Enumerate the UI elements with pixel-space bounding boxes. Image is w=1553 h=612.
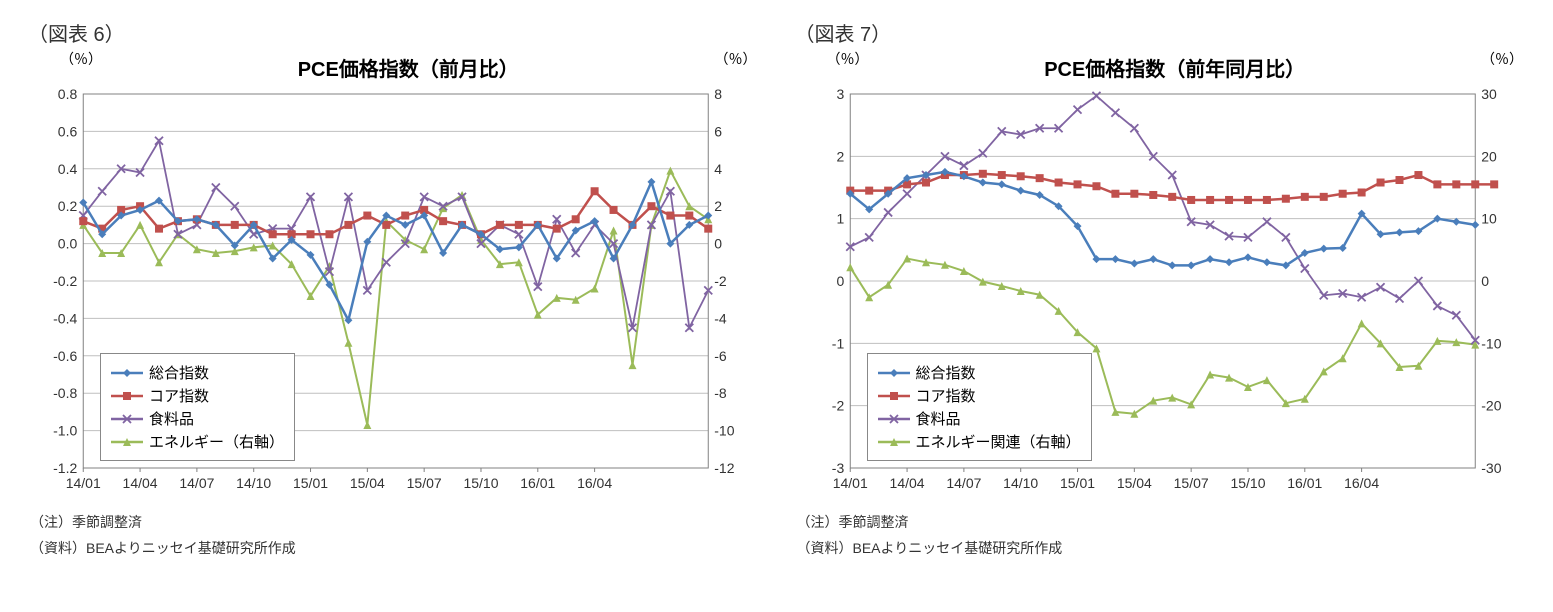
svg-text:-6: -6 — [714, 348, 727, 364]
svg-text:14/07: 14/07 — [946, 475, 981, 491]
note1-right: （注）季節調整済 — [787, 512, 1534, 532]
legend-right: 総合指数コア指数食料品エネルギー関連（右軸） — [867, 353, 1092, 461]
svg-text:10: 10 — [1481, 211, 1497, 227]
svg-text:16/01: 16/01 — [520, 475, 555, 491]
svg-text:-12: -12 — [714, 460, 734, 476]
note1-left: （注）季節調整済 — [20, 512, 767, 532]
svg-text:-1: -1 — [831, 335, 844, 351]
svg-text:-0.8: -0.8 — [53, 385, 77, 401]
svg-text:-20: -20 — [1481, 398, 1501, 414]
y-left-unit-left: （％） — [20, 49, 102, 86]
svg-text:14/10: 14/10 — [1003, 475, 1038, 491]
svg-text:15/07: 15/07 — [407, 475, 442, 491]
legend-item: エネルギー（右軸） — [111, 431, 284, 452]
svg-text:-1.2: -1.2 — [53, 460, 77, 476]
svg-text:0: 0 — [714, 236, 722, 252]
svg-text:-4: -4 — [714, 310, 727, 326]
svg-text:16/04: 16/04 — [1344, 475, 1379, 491]
svg-text:15/04: 15/04 — [350, 475, 385, 491]
svg-text:15/01: 15/01 — [1059, 475, 1094, 491]
y-right-unit-left: （％） — [715, 49, 767, 86]
svg-text:-30: -30 — [1481, 460, 1501, 476]
figure-label-right: （図表 7） — [795, 18, 1534, 47]
svg-text:15/07: 15/07 — [1173, 475, 1208, 491]
svg-text:15/04: 15/04 — [1116, 475, 1151, 491]
legend-item: コア指数 — [111, 385, 284, 406]
chart-left: -1.2 -1.0 -0.8 -0.6 -0.4 -0.2 0.0 0.2 0.4 0.6 0.8 -… — [20, 86, 767, 506]
svg-text:16/04: 16/04 — [577, 475, 612, 491]
svg-text:0.4: 0.4 — [58, 161, 78, 177]
svg-text:8: 8 — [714, 86, 722, 102]
svg-text:1: 1 — [836, 211, 844, 227]
svg-text:15/10: 15/10 — [463, 475, 498, 491]
legend-left: 総合指数コア指数食料品エネルギー（右軸） — [100, 353, 295, 461]
svg-text:-3: -3 — [831, 460, 844, 476]
legend-item: コア指数 — [878, 385, 1081, 406]
y-left-unit-right: （％） — [787, 49, 869, 86]
svg-text:-0.2: -0.2 — [53, 273, 77, 289]
svg-text:16/01: 16/01 — [1287, 475, 1322, 491]
svg-text:2: 2 — [836, 148, 844, 164]
chart-title-right: PCE価格指数（前年同月比） — [869, 53, 1482, 82]
svg-text:4: 4 — [714, 161, 722, 177]
svg-text:30: 30 — [1481, 86, 1497, 102]
note2-right: （資料）BEAよりニッセイ基礎研究所作成 — [787, 538, 1534, 558]
svg-text:-0.4: -0.4 — [53, 310, 77, 326]
svg-text:-10: -10 — [1481, 335, 1501, 351]
svg-text:2: 2 — [714, 198, 722, 214]
svg-text:0.0: 0.0 — [58, 236, 78, 252]
svg-text:-2: -2 — [831, 398, 844, 414]
svg-text:20: 20 — [1481, 148, 1497, 164]
chart-right: -3-2-10123-30-20-10010203014/0114/0414/0… — [787, 86, 1534, 506]
right-panel: （図表 7） （％） PCE価格指数（前年同月比） （％） -3-2-10123… — [787, 10, 1534, 558]
legend-item: 総合指数 — [111, 362, 284, 383]
svg-text:14/01: 14/01 — [66, 475, 101, 491]
svg-text:6: 6 — [714, 123, 722, 139]
chart-title-left: PCE価格指数（前月比） — [102, 53, 715, 82]
svg-text:0.6: 0.6 — [58, 123, 78, 139]
svg-text:14/07: 14/07 — [179, 475, 214, 491]
left-panel: （図表 6） （％） PCE価格指数（前月比） （％） -1.2 -1.0 -0.8… — [20, 10, 767, 558]
svg-text:-10: -10 — [714, 423, 734, 439]
y-right-unit-right: （％） — [1481, 49, 1533, 86]
svg-text:14/01: 14/01 — [832, 475, 867, 491]
legend-item: エネルギー関連（右軸） — [878, 431, 1081, 452]
svg-text:0: 0 — [836, 273, 844, 289]
note2-left: （資料）BEAよりニッセイ基礎研究所作成 — [20, 538, 767, 558]
svg-text:-8: -8 — [714, 385, 727, 401]
svg-text:14/10: 14/10 — [236, 475, 271, 491]
svg-text:-1.0: -1.0 — [53, 423, 77, 439]
legend-item: 総合指数 — [878, 362, 1081, 383]
svg-text:3: 3 — [836, 86, 844, 102]
svg-text:14/04: 14/04 — [123, 475, 158, 491]
figure-label-left: （図表 6） — [28, 18, 767, 47]
svg-text:-0.6: -0.6 — [53, 348, 77, 364]
svg-text:15/10: 15/10 — [1230, 475, 1265, 491]
svg-text:0.8: 0.8 — [58, 86, 78, 102]
svg-text:15/01: 15/01 — [293, 475, 328, 491]
legend-item: 食料品 — [878, 408, 1081, 429]
svg-text:0: 0 — [1481, 273, 1489, 289]
svg-text:-2: -2 — [714, 273, 727, 289]
svg-text:0.2: 0.2 — [58, 198, 78, 214]
svg-text:14/04: 14/04 — [889, 475, 924, 491]
legend-item: 食料品 — [111, 408, 284, 429]
